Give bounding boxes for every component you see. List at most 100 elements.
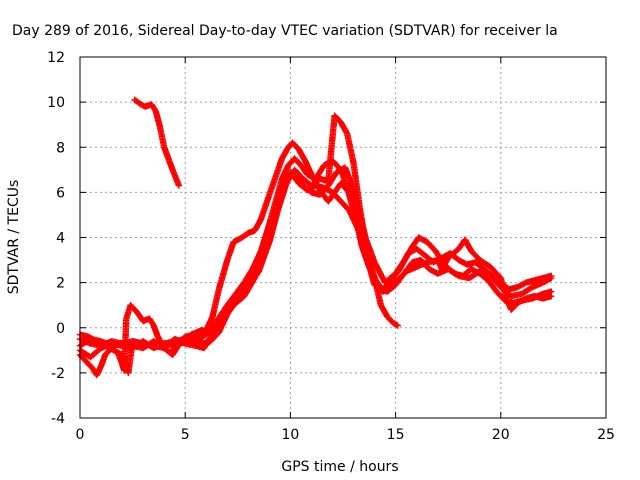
series-arc-early-high [131, 96, 183, 189]
data-point [293, 157, 296, 160]
x-tick-label: 10 [281, 427, 299, 443]
data-point [95, 373, 99, 377]
data-point [232, 240, 235, 244]
data-point [129, 304, 132, 307]
data-point [428, 267, 431, 271]
y-tick-label: -2 [51, 366, 65, 382]
data-point [306, 188, 309, 192]
data-point [194, 344, 197, 347]
data-point [533, 279, 536, 282]
data-point [392, 322, 395, 325]
data-point [211, 315, 214, 318]
data-point [417, 236, 420, 239]
data-point [352, 209, 355, 212]
data-point [131, 344, 134, 347]
data-point [301, 177, 305, 180]
chart-title: Day 289 of 2016, Sidereal Day-to-day VTE… [12, 23, 558, 39]
x-tick-label: 25 [597, 427, 615, 443]
data-point [154, 110, 157, 113]
data-point [381, 290, 385, 293]
data-point [386, 315, 389, 318]
data-point [99, 364, 103, 368]
data-point [289, 170, 292, 174]
data-point [299, 164, 303, 167]
data-point [150, 103, 153, 106]
data-point [436, 258, 439, 262]
data-point [171, 168, 174, 171]
data-point [144, 105, 147, 108]
data-point [508, 288, 511, 291]
data-point [318, 193, 322, 196]
x-tick-label: 5 [181, 427, 190, 443]
data-point [167, 157, 170, 160]
data-point [457, 247, 460, 250]
data-point [306, 173, 309, 176]
data-point [491, 274, 494, 278]
data-point [303, 159, 307, 162]
data-point [232, 304, 235, 307]
y-tick-label: 6 [56, 185, 65, 201]
data-point [423, 254, 427, 257]
data-point [104, 353, 107, 356]
plot-frame [79, 56, 607, 419]
data-point [274, 175, 277, 178]
data-point [293, 168, 296, 171]
data-point [242, 295, 246, 298]
data-point [516, 285, 519, 289]
data-point [440, 267, 444, 271]
data-point [550, 295, 553, 298]
data-point [453, 272, 456, 275]
data-point [541, 276, 545, 280]
data-point [264, 249, 267, 253]
data-point [394, 272, 397, 275]
data-point [141, 342, 145, 345]
data-point [135, 310, 138, 314]
data-point [110, 340, 113, 343]
data-point [339, 182, 343, 185]
data-point [116, 351, 120, 354]
data-point [463, 238, 467, 241]
data-point [89, 337, 92, 341]
data-point [533, 295, 536, 298]
data-point [404, 270, 408, 273]
data-point [291, 141, 294, 144]
data-point [85, 360, 88, 363]
data-point [396, 324, 399, 327]
y-tick-label: 0 [56, 321, 65, 337]
data-point [404, 256, 408, 259]
data-point [226, 258, 229, 262]
data-point [489, 265, 492, 268]
data-point [478, 272, 481, 275]
data-point [163, 346, 166, 350]
data-point [394, 281, 397, 284]
data-point [253, 229, 256, 232]
x-axis-title: GPS time / hours [281, 459, 398, 475]
data-point [550, 274, 553, 278]
data-point [131, 340, 134, 343]
data-point [541, 292, 545, 296]
data-point [318, 177, 322, 180]
tick-labels: 0 5 10 15 20 25 -4 -2 0 2 4 6 8 10 12 [47, 50, 615, 443]
data-point [541, 281, 545, 284]
data-point [510, 295, 513, 298]
data-point [89, 342, 92, 345]
data-point [352, 161, 355, 165]
data-point [419, 258, 422, 262]
data-point [171, 353, 174, 356]
y-tick-label: 8 [56, 140, 65, 156]
data-point [358, 213, 361, 217]
data-point [141, 346, 145, 350]
data-point [373, 261, 376, 264]
data-point [470, 267, 473, 271]
data-point [426, 240, 429, 244]
data-point [468, 276, 471, 280]
data-point [221, 317, 225, 320]
data-point [356, 227, 359, 230]
data-point [120, 342, 124, 345]
data-point [411, 245, 414, 248]
data-point [516, 301, 519, 305]
data-point [217, 288, 221, 291]
data-point [163, 146, 166, 149]
data-point [280, 157, 284, 160]
